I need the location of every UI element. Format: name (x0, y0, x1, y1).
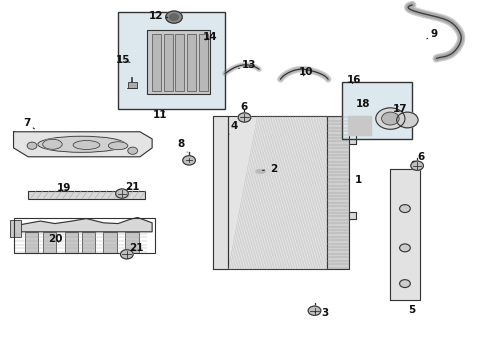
Bar (147, 30, 210, 94)
Text: 13: 13 (238, 60, 256, 70)
Ellipse shape (255, 169, 265, 174)
Bar (228, 116, 326, 269)
Circle shape (116, 189, 128, 198)
Circle shape (375, 108, 404, 129)
Text: 7: 7 (23, 118, 34, 129)
Bar (127, 82, 136, 88)
Bar (25, 232, 38, 253)
Bar (199, 33, 207, 91)
Circle shape (120, 249, 133, 259)
Bar (341, 82, 411, 139)
Text: 11: 11 (153, 110, 167, 120)
Circle shape (399, 280, 409, 288)
Circle shape (169, 14, 178, 20)
Ellipse shape (73, 140, 100, 149)
Polygon shape (348, 212, 356, 219)
Circle shape (396, 112, 417, 128)
Polygon shape (212, 116, 228, 269)
Text: 14: 14 (203, 32, 217, 42)
Text: 9: 9 (426, 28, 437, 39)
Text: 15: 15 (116, 55, 130, 65)
Text: 17: 17 (392, 104, 407, 113)
Polygon shape (389, 169, 419, 300)
Polygon shape (14, 132, 152, 157)
Circle shape (27, 142, 37, 149)
Text: 10: 10 (298, 67, 313, 77)
Ellipse shape (42, 139, 62, 149)
Text: 6: 6 (241, 102, 247, 112)
Circle shape (410, 161, 423, 170)
Circle shape (183, 156, 195, 165)
Text: 4: 4 (228, 121, 237, 134)
Circle shape (399, 204, 409, 212)
Bar (64, 232, 78, 253)
Text: 16: 16 (346, 75, 361, 85)
Text: 19: 19 (56, 183, 71, 193)
Text: 21: 21 (125, 182, 140, 192)
Bar (103, 232, 117, 253)
Ellipse shape (38, 136, 125, 152)
Text: 2: 2 (262, 164, 277, 174)
Ellipse shape (108, 142, 127, 150)
Polygon shape (347, 116, 370, 135)
Bar (152, 33, 161, 91)
Bar (28, 191, 144, 199)
Bar (326, 116, 348, 269)
Bar (175, 33, 184, 91)
Text: 5: 5 (408, 305, 415, 315)
Bar (118, 12, 224, 109)
Bar (125, 232, 139, 253)
Circle shape (307, 306, 320, 315)
Bar (14, 217, 154, 253)
Circle shape (127, 147, 137, 154)
Circle shape (399, 244, 409, 252)
Text: 6: 6 (411, 152, 423, 162)
Text: 1: 1 (348, 175, 362, 185)
Text: 3: 3 (314, 308, 327, 318)
Circle shape (165, 11, 182, 23)
Text: 18: 18 (355, 99, 369, 109)
Bar (163, 33, 172, 91)
Ellipse shape (250, 168, 270, 175)
Text: 20: 20 (48, 234, 63, 244)
Text: 21: 21 (129, 243, 143, 253)
Polygon shape (14, 217, 152, 232)
Bar (42, 232, 56, 253)
Text: 8: 8 (177, 139, 187, 152)
Circle shape (381, 112, 398, 125)
Bar (81, 232, 95, 253)
Polygon shape (348, 123, 361, 144)
Circle shape (238, 113, 250, 122)
Text: 12: 12 (148, 12, 167, 21)
Bar (187, 33, 196, 91)
FancyBboxPatch shape (10, 220, 21, 237)
